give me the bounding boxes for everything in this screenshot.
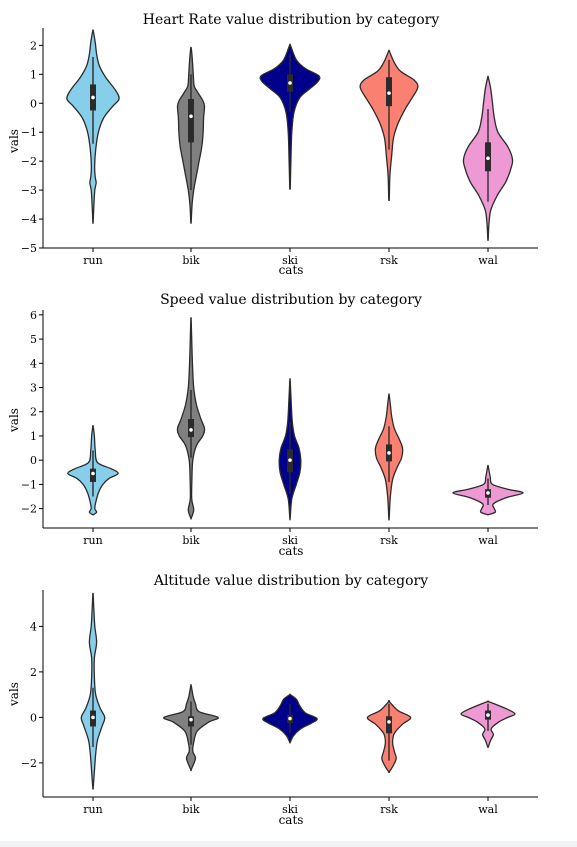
y-tick-label: 1: [30, 430, 37, 443]
violin-median: [189, 114, 193, 119]
x-tick-label: run: [83, 803, 102, 816]
x-tick-label: bik: [182, 534, 200, 547]
y-tick-label: 6: [30, 309, 37, 322]
violin-iqr-box: [386, 716, 392, 734]
violin-body: [259, 43, 321, 190]
violin-median: [288, 716, 292, 721]
x-tick-label: rsk: [380, 534, 398, 547]
x-tick-label: ski: [282, 534, 298, 547]
speed-violin-panel: Speed value distribution by category val…: [7, 292, 538, 558]
heart-rate-violin-panel: Heart Rate value distribution by categor…: [7, 12, 538, 277]
violin-median: [91, 715, 95, 720]
x-tick-label: wal: [478, 803, 498, 816]
y-tick-label: −3: [21, 184, 37, 197]
violin-iqr-box: [188, 419, 194, 438]
x-tick-label: ski: [282, 803, 298, 816]
plot-area: −2 −1 0 1 2 3 4 5 6 run bik ski rsk wal: [21, 309, 538, 547]
y-tick-label: −2: [21, 155, 37, 168]
bottom-strip: [0, 841, 577, 847]
violin-median: [486, 156, 490, 161]
violin-median: [387, 451, 391, 455]
violin-median: [189, 717, 193, 722]
violin-median: [189, 428, 193, 432]
y-tick-label: 0: [30, 711, 37, 724]
y-tick-label: 2: [30, 39, 37, 52]
y-tick-label: −4: [21, 213, 37, 226]
x-axis-label: cats: [279, 263, 304, 277]
y-tick-label: 0: [30, 454, 37, 467]
y-tick-label: 4: [30, 357, 37, 370]
y-tick-label: 2: [30, 666, 37, 679]
violin-median: [288, 81, 292, 85]
x-tick-label: rsk: [380, 803, 398, 816]
plot-area: −2 0 2 4 run bik ski rsk wal: [21, 590, 538, 816]
violin-median: [387, 720, 391, 724]
plot-area: −5 −4 −3 −2 −1 0 1 2 run bik ski rsk wal: [21, 28, 538, 267]
y-tick-label: −2: [21, 757, 37, 770]
violin-median: [486, 713, 490, 717]
y-tick-label: 1: [30, 68, 37, 81]
y-tick-label: 2: [30, 406, 37, 419]
x-tick-label: run: [83, 534, 102, 547]
y-tick-label: −1: [21, 478, 37, 491]
violin-median: [91, 95, 95, 100]
y-tick-label: 5: [30, 333, 37, 346]
chart-title: Altitude value distribution by category: [153, 573, 428, 589]
x-tick-label: wal: [478, 534, 498, 547]
altitude-violin-panel: Altitude value distribution by category …: [7, 573, 538, 827]
y-tick-label: 4: [30, 620, 37, 633]
x-tick-label: rsk: [380, 254, 398, 267]
y-axis-label: vals: [7, 129, 21, 154]
chart-title: Speed value distribution by category: [160, 292, 422, 308]
y-tick-label: −5: [21, 242, 37, 255]
y-tick-label: 3: [30, 382, 37, 395]
x-tick-label: wal: [478, 254, 498, 267]
y-axis-label: vals: [7, 682, 21, 707]
violin-iqr-box: [90, 468, 96, 482]
x-tick-label: bik: [182, 254, 200, 267]
y-axis-label: vals: [7, 408, 21, 433]
x-tick-label: run: [83, 254, 102, 267]
y-tick-label: −2: [21, 503, 37, 516]
y-tick-label: −1: [21, 126, 37, 139]
x-axis-label: cats: [279, 544, 304, 558]
violin-median: [387, 91, 391, 95]
violin-median: [288, 458, 292, 462]
x-tick-label: bik: [182, 803, 200, 816]
violin-median: [91, 471, 95, 476]
x-axis-label: cats: [279, 813, 304, 827]
violin-median: [486, 491, 490, 495]
violin-iqr-box: [188, 98, 194, 143]
chart-title: Heart Rate value distribution by categor…: [143, 12, 440, 28]
x-tick-label: ski: [282, 254, 298, 267]
y-tick-label: 0: [30, 97, 37, 110]
